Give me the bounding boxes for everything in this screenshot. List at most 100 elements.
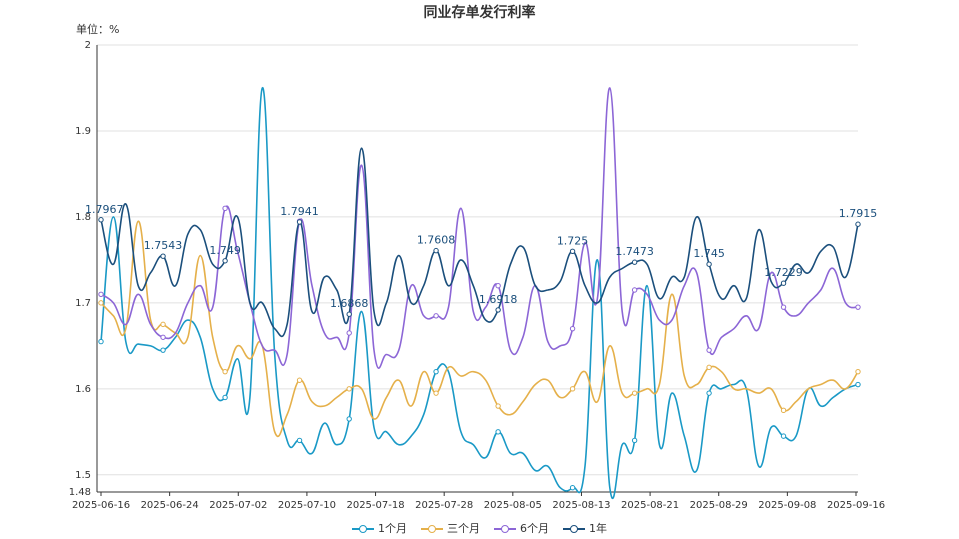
data-point bbox=[98, 338, 104, 345]
legend-label: 1年 bbox=[589, 522, 607, 535]
data-point bbox=[631, 259, 638, 265]
data-point bbox=[296, 437, 303, 444]
y-tick-label: 2 bbox=[85, 40, 91, 51]
data-label: 1.7608 bbox=[417, 234, 456, 247]
data-point bbox=[569, 485, 576, 491]
x-tick-label: 2025-07-18 bbox=[346, 500, 404, 511]
legend-swatch-icon bbox=[352, 524, 374, 534]
legend: 1个月 三个月 6个月 1年 bbox=[0, 520, 959, 536]
x-tick-label: 2025-07-10 bbox=[278, 500, 336, 511]
axis-layer: 2 1.9 1.8 1.7 1.6 1.5 1.48 2025-06-16 2025-06-24… bbox=[69, 40, 885, 511]
data-point bbox=[780, 280, 787, 286]
x-tick-label: 2025-08-21 bbox=[621, 500, 679, 511]
y-tick-label: 1.5 bbox=[75, 470, 91, 481]
data-point bbox=[346, 416, 352, 422]
data-label: 1.7967 bbox=[85, 203, 124, 216]
legend-label: 6个月 bbox=[520, 522, 549, 535]
data-point bbox=[296, 377, 303, 383]
data-point bbox=[855, 221, 861, 227]
data-point bbox=[433, 368, 439, 375]
data-point bbox=[495, 403, 501, 409]
y-tick-label: 1.7 bbox=[75, 298, 91, 309]
x-tick-label: 2025-09-08 bbox=[758, 500, 816, 511]
legend-label: 三个月 bbox=[447, 522, 480, 535]
data-label: 1.7941 bbox=[280, 205, 319, 218]
data-point bbox=[346, 330, 352, 336]
data-point bbox=[569, 325, 576, 332]
data-point bbox=[98, 217, 104, 223]
data-point bbox=[160, 334, 166, 340]
data-point bbox=[631, 287, 638, 293]
data-point bbox=[780, 407, 787, 414]
x-tick-label: 2025-06-24 bbox=[141, 500, 199, 511]
data-point bbox=[631, 390, 638, 396]
data-point bbox=[433, 390, 439, 396]
y-tick-label: 1.6 bbox=[75, 384, 91, 395]
data-label: 1.7229 bbox=[764, 266, 803, 279]
data-point bbox=[855, 304, 861, 310]
data-point bbox=[222, 394, 228, 401]
data-point bbox=[780, 433, 787, 439]
data-point bbox=[631, 437, 638, 444]
data-point bbox=[433, 247, 439, 254]
data-point bbox=[98, 291, 104, 297]
data-point bbox=[160, 321, 166, 328]
data-point bbox=[495, 282, 501, 289]
legend-item[interactable]: 6个月 bbox=[494, 520, 549, 536]
series-line-3 bbox=[100, 147, 859, 338]
data-point bbox=[160, 253, 166, 259]
legend-item[interactable]: 1年 bbox=[563, 520, 607, 536]
data-label: 1.749 bbox=[209, 244, 241, 257]
data-point bbox=[706, 261, 712, 267]
data-point bbox=[222, 258, 228, 264]
data-point bbox=[296, 219, 303, 225]
data-point bbox=[98, 300, 104, 306]
data-point bbox=[706, 347, 712, 353]
x-tick-label: 2025-07-02 bbox=[209, 500, 267, 511]
data-point bbox=[160, 347, 166, 353]
x-tick-label: 2025-09-16 bbox=[827, 500, 885, 511]
series-line-1 bbox=[100, 220, 859, 438]
data-label: 1.7473 bbox=[615, 245, 654, 258]
x-tick-label: 2025-07-28 bbox=[415, 500, 473, 511]
label-layer: 1.7967 1.7543 1.749 1.7941 1.6868 1.7608 1.691… bbox=[85, 203, 877, 310]
grid-layer bbox=[97, 44, 858, 493]
x-tick-label: 2025-06-16 bbox=[72, 500, 130, 511]
legend-item[interactable]: 三个月 bbox=[421, 520, 480, 536]
legend-label: 1个月 bbox=[378, 522, 407, 535]
marker-layer bbox=[98, 205, 861, 491]
data-label: 1.7543 bbox=[144, 239, 183, 252]
data-point bbox=[495, 429, 501, 435]
y-tick-label: 1.48 bbox=[69, 487, 91, 498]
data-point bbox=[346, 311, 352, 317]
data-point bbox=[706, 364, 712, 371]
unit-label: 单位：% bbox=[76, 23, 120, 36]
x-tick-label: 2025-08-13 bbox=[552, 500, 610, 511]
data-label: 1.6918 bbox=[479, 293, 518, 306]
data-point bbox=[222, 368, 228, 375]
x-tick-label: 2025-08-05 bbox=[484, 500, 542, 511]
data-point bbox=[706, 390, 712, 396]
series-line-0 bbox=[100, 87, 859, 500]
legend-swatch-icon bbox=[494, 524, 516, 534]
chart-title: 同业存单发行利率 bbox=[423, 5, 536, 21]
data-point bbox=[222, 205, 228, 212]
series-layer bbox=[100, 87, 859, 500]
series-line-2 bbox=[100, 87, 859, 369]
data-point bbox=[855, 381, 861, 388]
data-label: 1.7915 bbox=[839, 207, 878, 220]
data-point bbox=[346, 386, 352, 392]
data-point bbox=[495, 307, 501, 313]
data-point bbox=[855, 368, 861, 375]
x-tick-label: 2025-08-29 bbox=[690, 500, 748, 511]
data-label: 1.725 bbox=[557, 234, 589, 247]
y-tick-label: 1.9 bbox=[75, 126, 91, 137]
data-point bbox=[780, 304, 787, 310]
data-point bbox=[569, 248, 576, 255]
legend-item[interactable]: 1个月 bbox=[352, 520, 407, 536]
data-point bbox=[433, 313, 439, 319]
legend-swatch-icon bbox=[563, 524, 585, 534]
data-label: 1.745 bbox=[693, 247, 725, 260]
